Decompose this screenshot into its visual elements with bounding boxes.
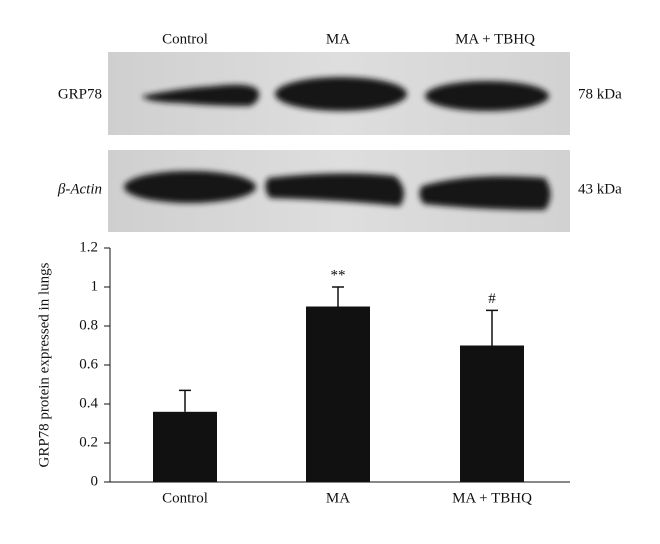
- y-tick-label: 0: [91, 473, 99, 489]
- lane-label: MA + TBHQ: [455, 31, 535, 47]
- x-tick-label: MA + TBHQ: [452, 490, 532, 506]
- bar: [306, 306, 370, 482]
- y-tick-label: 0.6: [79, 356, 98, 372]
- row-label: GRP78: [58, 86, 102, 102]
- error-bar: [179, 389, 191, 412]
- y-tick-label: 1.2: [79, 239, 98, 255]
- significance-label: **: [331, 267, 346, 283]
- blot: Control MA MA + TBHQ GRP78 β-Actin 78 kD…: [57, 31, 622, 232]
- y-tick-label: 1: [91, 278, 99, 294]
- significance-label: #: [488, 291, 496, 307]
- size-label: 43 kDa: [578, 181, 622, 197]
- error-bar: [486, 309, 498, 346]
- bar: [153, 411, 217, 482]
- bar: [460, 345, 524, 482]
- y-tick-label: 0.2: [79, 434, 98, 450]
- x-tick-label: Control: [162, 490, 208, 506]
- lane-label: Control: [162, 31, 208, 47]
- y-tick-label: 0.8: [79, 317, 98, 333]
- y-tick-label: 0.4: [79, 395, 98, 411]
- error-bar: [332, 286, 344, 307]
- x-tick-label: MA: [326, 490, 350, 506]
- y-axis-label: GRP78 protein expressed in lungs: [36, 262, 53, 468]
- lane-label: MA: [326, 31, 350, 47]
- bands: [124, 77, 551, 210]
- row-label: β-Actin: [57, 181, 102, 197]
- size-label: 78 kDa: [578, 86, 622, 102]
